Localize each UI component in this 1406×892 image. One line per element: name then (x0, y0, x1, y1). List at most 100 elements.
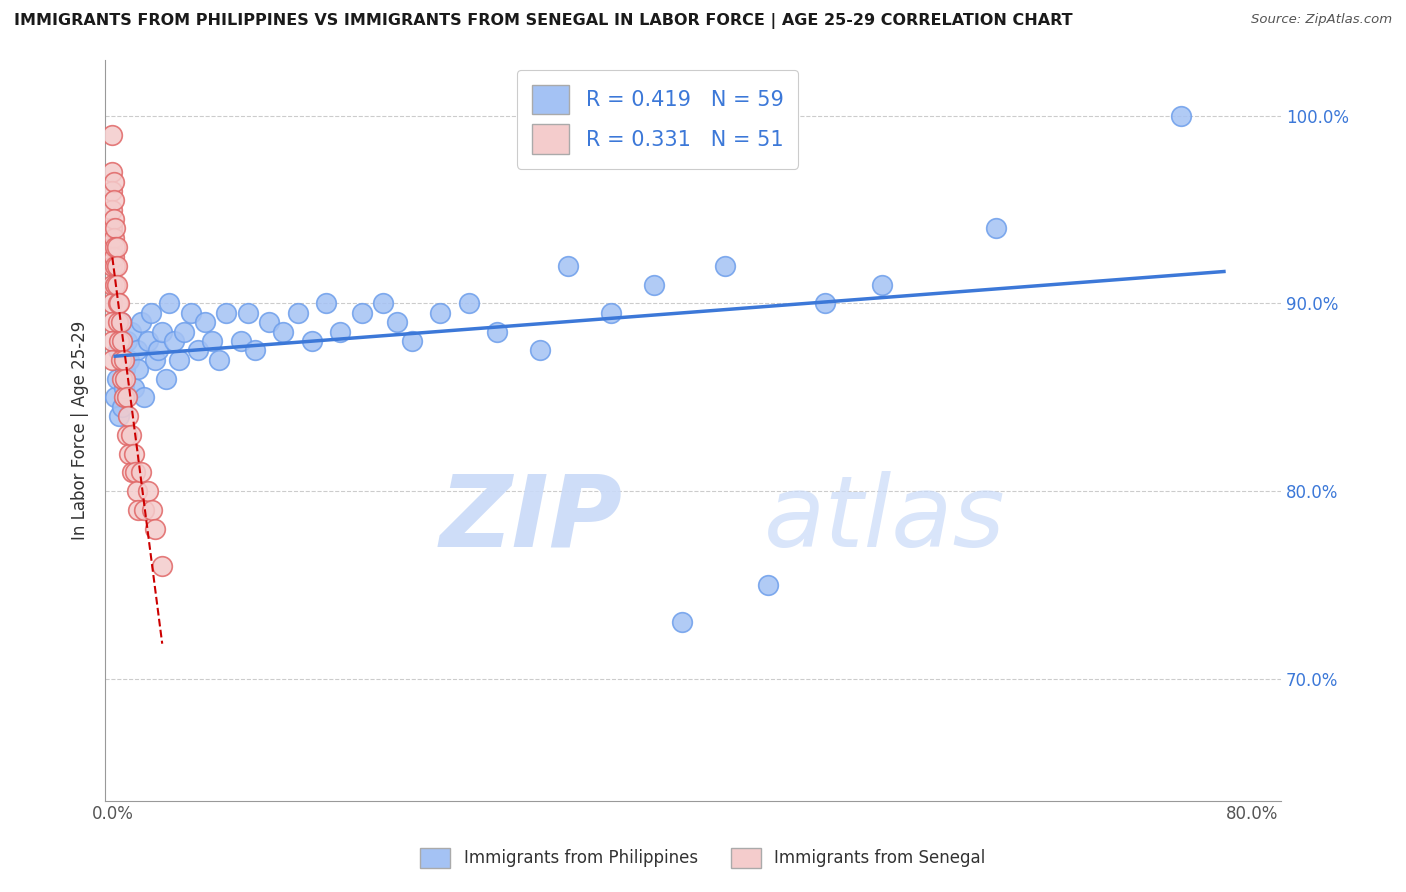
Point (173, 325, 195, 339)
Point (643, 277, 665, 292)
Point (118, 446, 141, 460)
Point (101, 128, 124, 142)
Point (112, 352, 135, 367)
Point (103, 175, 125, 189)
Point (984, 221, 1007, 235)
Point (236, 306, 259, 320)
Point (125, 343, 148, 358)
Point (194, 315, 217, 329)
Point (120, 427, 142, 442)
Point (136, 484, 159, 499)
Point (139, 306, 162, 320)
Point (107, 315, 129, 329)
Point (387, 315, 409, 329)
Point (117, 409, 139, 423)
Point (146, 343, 169, 358)
Point (101, 315, 124, 329)
Point (103, 194, 125, 208)
Point (486, 325, 509, 339)
Point (132, 503, 155, 517)
Point (101, 184, 124, 198)
Point (101, 165, 124, 179)
Point (273, 325, 295, 339)
Point (136, 334, 159, 348)
Point (180, 306, 202, 320)
Point (870, 277, 893, 292)
Text: ZIP: ZIP (440, 471, 623, 567)
Point (115, 427, 138, 442)
Point (600, 306, 623, 320)
Point (105, 240, 128, 254)
Y-axis label: In Labor Force | Age 25-29: In Labor Force | Age 25-29 (72, 320, 89, 540)
Legend: R = 0.419   N = 59, R = 0.331   N = 51: R = 0.419 N = 59, R = 0.331 N = 51 (517, 70, 799, 169)
Point (101, 221, 124, 235)
Point (329, 325, 352, 339)
Point (143, 352, 166, 367)
Point (201, 334, 224, 348)
Point (104, 277, 127, 292)
Point (132, 390, 155, 404)
Point (457, 296, 479, 310)
Point (371, 296, 394, 310)
Point (101, 296, 124, 310)
Point (169, 352, 191, 367)
Point (103, 212, 125, 227)
Point (401, 334, 423, 348)
Point (350, 306, 373, 320)
Point (104, 221, 127, 235)
Point (301, 334, 323, 348)
Point (104, 390, 127, 404)
Point (108, 296, 131, 310)
Point (107, 343, 129, 358)
Point (111, 400, 134, 414)
Point (101, 352, 124, 367)
Point (243, 343, 266, 358)
Point (101, 277, 124, 292)
Point (115, 334, 138, 348)
Point (103, 250, 125, 264)
Point (108, 334, 131, 348)
Point (129, 315, 152, 329)
Point (122, 446, 145, 460)
Point (557, 259, 579, 273)
Point (101, 259, 124, 273)
Point (125, 484, 148, 499)
Point (208, 352, 231, 367)
Point (127, 503, 149, 517)
Point (112, 381, 135, 395)
Point (756, 578, 779, 592)
Point (104, 259, 127, 273)
Point (104, 240, 127, 254)
Point (121, 466, 143, 480)
Point (114, 371, 136, 385)
Point (162, 334, 184, 348)
Point (124, 466, 146, 480)
Point (1170, 109, 1192, 123)
Point (157, 296, 180, 310)
Point (155, 371, 177, 385)
Point (150, 559, 173, 574)
Point (714, 259, 737, 273)
Point (111, 334, 134, 348)
Point (315, 296, 337, 310)
Point (115, 390, 138, 404)
Point (105, 259, 128, 273)
Point (110, 315, 132, 329)
Text: Source: ZipAtlas.com: Source: ZipAtlas.com (1251, 13, 1392, 27)
Point (107, 296, 129, 310)
Legend: Immigrants from Philippines, Immigrants from Senegal: Immigrants from Philippines, Immigrants … (413, 841, 993, 875)
Point (229, 334, 252, 348)
Point (118, 352, 141, 367)
Point (101, 334, 124, 348)
Text: IMMIGRANTS FROM PHILIPPINES VS IMMIGRANTS FROM SENEGAL IN LABOR FORCE | AGE 25-2: IMMIGRANTS FROM PHILIPPINES VS IMMIGRANT… (14, 13, 1073, 29)
Point (110, 352, 132, 367)
Point (187, 343, 209, 358)
Point (141, 503, 163, 517)
Point (105, 277, 128, 292)
Point (101, 240, 124, 254)
Point (110, 315, 132, 329)
Point (112, 390, 135, 404)
Point (429, 306, 451, 320)
Point (111, 371, 134, 385)
Point (129, 466, 152, 480)
